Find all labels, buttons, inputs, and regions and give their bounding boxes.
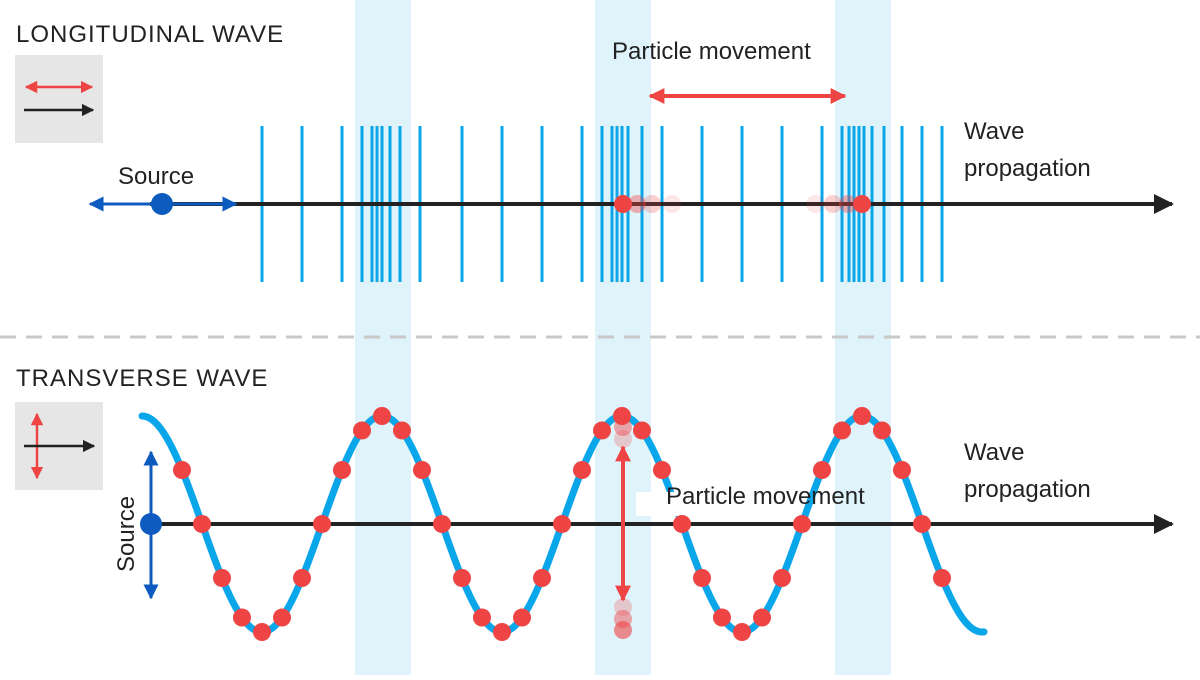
particle [833, 421, 851, 440]
compression-lines [260, 126, 944, 282]
particle [373, 407, 391, 425]
particle [413, 461, 431, 479]
particle [233, 608, 251, 627]
particle [313, 515, 331, 533]
propagation-label-line2: propagation [964, 476, 1091, 503]
particle [353, 421, 371, 440]
particle [213, 569, 231, 587]
label-backdrop [636, 492, 684, 516]
transverse-title: TRANSVERSE WAVE [16, 365, 268, 392]
propagation-label-line1: Wave [964, 439, 1024, 466]
propagation-label-line1: Wave [964, 118, 1024, 145]
label-backdrop [835, 492, 891, 516]
particle [593, 421, 611, 440]
particle [933, 569, 951, 587]
particle [614, 195, 632, 213]
source-dot [140, 513, 162, 535]
particle [753, 608, 771, 627]
particle [813, 461, 831, 479]
particle [173, 461, 191, 479]
particle [913, 515, 931, 533]
longitudinal-title: LONGITUDINAL WAVE [16, 21, 284, 48]
particle [873, 421, 891, 440]
particle [333, 461, 351, 479]
particle [633, 421, 651, 440]
longitudinal-section: LONGITUDINAL WAVE Source Particle moveme… [15, 21, 1174, 282]
particle [733, 623, 751, 641]
particle [853, 195, 871, 213]
particle [773, 569, 791, 587]
particle [713, 608, 731, 627]
particle [553, 515, 571, 533]
particle [513, 608, 531, 627]
particle [473, 608, 491, 627]
particle [193, 515, 211, 533]
particle-trail [614, 418, 632, 639]
particle [453, 569, 471, 587]
particle [573, 461, 591, 479]
particle [393, 421, 411, 440]
particle-trail [628, 195, 857, 213]
particle [293, 569, 311, 587]
source-label: Source [113, 496, 140, 572]
source-label: Source [118, 163, 194, 190]
particle [673, 515, 691, 533]
particle-movement-label: Particle movement [666, 483, 865, 510]
particle [793, 515, 811, 533]
parallel-arrows-icon [15, 55, 103, 143]
particle [653, 461, 671, 479]
perpendicular-arrows-icon [15, 402, 103, 490]
highlight-columns [355, 0, 891, 675]
particle-movement-label: Particle movement [612, 38, 811, 65]
source-dot [151, 193, 173, 215]
particle [613, 407, 631, 425]
particle [433, 515, 451, 533]
transverse-section: TRANSVERSE WAVE Particle movement Source… [15, 365, 1174, 641]
particle [253, 623, 271, 641]
particle [273, 608, 291, 627]
particle [693, 569, 711, 587]
wave-particles [173, 407, 951, 641]
particle [533, 569, 551, 587]
particle [853, 407, 871, 425]
propagation-label-line2: propagation [964, 155, 1091, 182]
particle [493, 623, 511, 641]
particle [893, 461, 911, 479]
